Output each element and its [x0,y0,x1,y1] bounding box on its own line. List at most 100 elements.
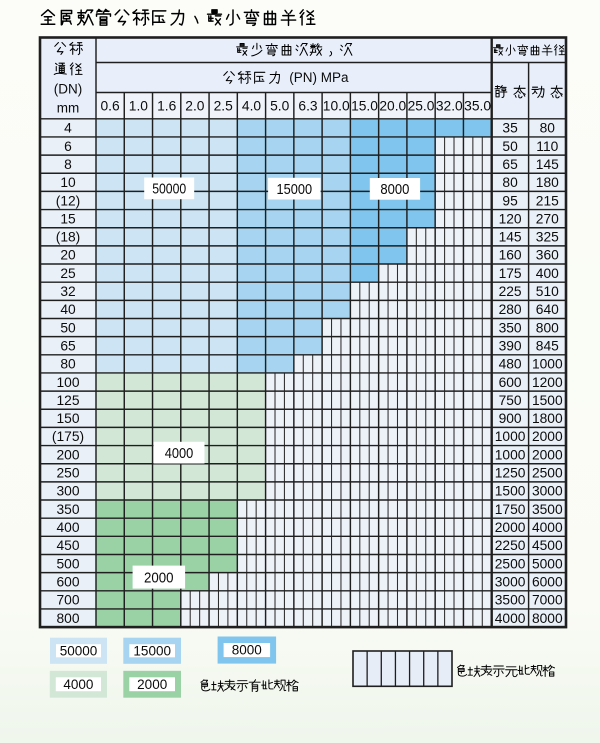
svg-text:1.6: 1.6 [157,99,177,114]
svg-text:6.3: 6.3 [298,99,318,114]
svg-text:2000: 2000 [137,677,167,692]
svg-text:200: 200 [56,447,79,462]
svg-text:800: 800 [56,611,79,626]
svg-text:1200: 1200 [532,375,563,390]
svg-text:95: 95 [502,193,518,208]
svg-text:2000: 2000 [532,447,563,462]
svg-text:3500: 3500 [495,593,526,608]
svg-text:20.0: 20.0 [379,99,406,114]
svg-text:1500: 1500 [532,393,563,408]
svg-text:150: 150 [56,411,79,426]
svg-text:600: 600 [56,575,79,590]
svg-text:15: 15 [60,211,76,226]
svg-text:1500: 1500 [495,484,526,499]
svg-text:4.0: 4.0 [242,99,262,114]
svg-text:350: 350 [56,502,79,517]
svg-text:mm: mm [57,101,80,116]
svg-text:7000: 7000 [532,593,563,608]
svg-text:5000: 5000 [532,556,563,571]
svg-text:8000: 8000 [380,181,409,198]
svg-text:640: 640 [536,302,559,317]
svg-text:750: 750 [499,393,522,408]
svg-text:100: 100 [56,375,79,390]
svg-text:400: 400 [536,266,559,281]
svg-text:1800: 1800 [532,411,563,426]
svg-text:35: 35 [502,121,518,136]
svg-text:450: 450 [56,538,79,553]
svg-text:2500: 2500 [495,556,526,571]
svg-text:35.0: 35.0 [464,99,491,114]
svg-text:1.0: 1.0 [129,99,149,114]
svg-text:15000: 15000 [133,643,171,658]
svg-text:500: 500 [56,556,79,571]
svg-text:270: 270 [536,211,559,226]
svg-text:125: 125 [56,393,79,408]
svg-text:3000: 3000 [495,575,526,590]
svg-text:25.0: 25.0 [408,99,435,114]
svg-text:480: 480 [499,357,522,372]
svg-text:80: 80 [60,357,76,372]
svg-text:2.5: 2.5 [214,99,234,114]
svg-text:300: 300 [56,484,79,499]
svg-text:1000: 1000 [495,447,526,462]
svg-text:2000: 2000 [144,569,174,586]
svg-text:50: 50 [502,139,518,154]
svg-text:8000: 8000 [232,643,262,658]
svg-text:145: 145 [499,230,522,245]
svg-text:(12): (12) [56,193,81,208]
svg-text:(175): (175) [52,429,84,444]
svg-text:1750: 1750 [495,502,526,517]
svg-text:250: 250 [56,466,79,481]
svg-text:280: 280 [499,302,522,317]
svg-text:(PN) MPa: (PN) MPa [289,70,349,85]
svg-text:15.0: 15.0 [351,99,378,114]
svg-text:6: 6 [64,139,72,154]
svg-text:145: 145 [536,157,559,172]
svg-text:15000: 15000 [277,181,313,198]
svg-text:32: 32 [60,284,75,299]
svg-text:4000: 4000 [532,520,563,535]
svg-text:600: 600 [499,375,522,390]
svg-text:4500: 4500 [532,538,563,553]
svg-text:215: 215 [536,193,559,208]
svg-text:2000: 2000 [532,429,563,444]
svg-text:8000: 8000 [532,611,563,626]
svg-text:8: 8 [64,157,72,172]
svg-text:4000: 4000 [63,677,93,692]
svg-text:50000: 50000 [152,181,186,198]
svg-text:4000: 4000 [165,445,194,462]
svg-text:(18): (18) [56,230,81,245]
svg-text:32.0: 32.0 [436,99,463,114]
svg-text:700: 700 [56,593,79,608]
svg-text:5.0: 5.0 [270,99,290,114]
svg-text:(DN): (DN) [54,82,83,97]
svg-text:1250: 1250 [495,466,526,481]
svg-text:2500: 2500 [532,466,563,481]
svg-text:510: 510 [536,284,559,299]
svg-text:120: 120 [499,211,522,226]
svg-text:2250: 2250 [495,538,526,553]
svg-text:390: 390 [499,339,522,354]
svg-text:1000: 1000 [532,357,563,372]
svg-text:325: 325 [536,230,559,245]
svg-text:80: 80 [540,121,556,136]
svg-text:160: 160 [499,248,522,263]
svg-text:25: 25 [60,266,76,281]
svg-text:0.6: 0.6 [101,99,121,114]
svg-text:845: 845 [536,339,559,354]
svg-text:50: 50 [60,320,76,335]
svg-text:4000: 4000 [495,611,526,626]
svg-text:400: 400 [56,520,79,535]
svg-text:225: 225 [499,284,522,299]
svg-text:4: 4 [64,121,72,136]
svg-text:50000: 50000 [60,643,98,658]
svg-text:360: 360 [536,248,559,263]
svg-text:175: 175 [499,266,522,281]
svg-text:20: 20 [60,248,76,263]
svg-text:2.0: 2.0 [185,99,205,114]
svg-text:350: 350 [499,320,522,335]
svg-text:10.0: 10.0 [323,99,350,114]
svg-text:110: 110 [536,139,558,154]
svg-text:900: 900 [499,411,522,426]
svg-text:2000: 2000 [495,520,526,535]
